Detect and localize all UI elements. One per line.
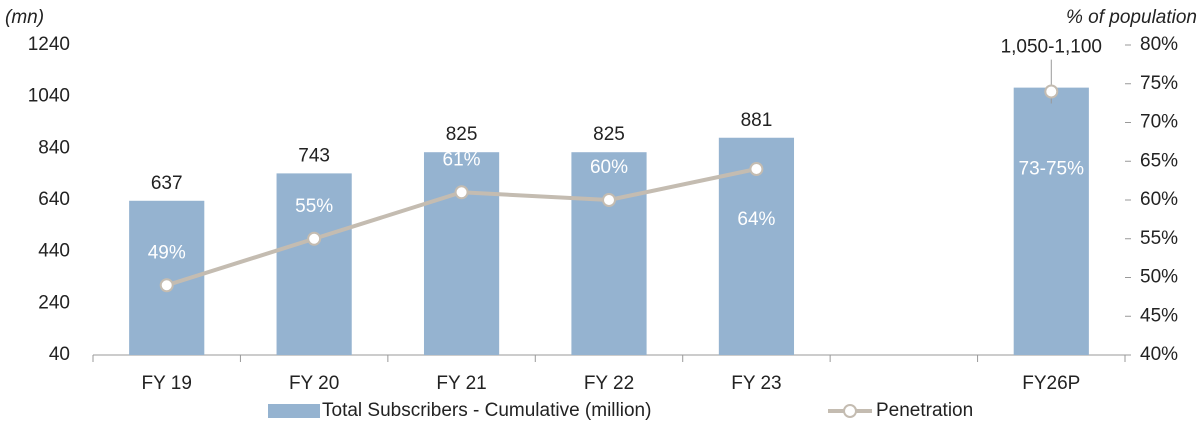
- y2-tick-label: 55%: [1140, 228, 1178, 249]
- bar-value-label: 825: [593, 124, 625, 145]
- y2-tick-label: 40%: [1140, 344, 1178, 365]
- penetration-label: 60%: [590, 157, 628, 178]
- penetration-label: 73-75%: [1019, 159, 1085, 180]
- penetration-marker: [307, 231, 322, 246]
- y-tick-label: 640: [38, 189, 70, 210]
- bar: [276, 173, 352, 355]
- x-tick-label: FY26P: [1022, 373, 1080, 394]
- penetration-label: 55%: [295, 196, 333, 217]
- legend-marker: [843, 404, 857, 418]
- y2-tick-label: 50%: [1140, 267, 1178, 288]
- x-tick-label: FY 20: [289, 373, 339, 394]
- y2-tick-label: 75%: [1140, 73, 1178, 94]
- legend-label: Penetration: [876, 400, 973, 421]
- y2-tick-label: 70%: [1140, 112, 1178, 133]
- bar-value-label: 881: [741, 110, 773, 131]
- bar-value-label: 1,050-1,100: [1001, 37, 1102, 58]
- penetration-label: 61%: [443, 149, 481, 170]
- legend-label: Total Subscribers - Cumulative (million): [322, 400, 651, 421]
- y-axis-label: (mn): [5, 7, 44, 28]
- legend-swatch: [268, 404, 320, 418]
- bar: [571, 152, 647, 355]
- x-tick-label: FY 22: [584, 373, 634, 394]
- penetration-marker: [749, 162, 764, 176]
- bar: [1013, 87, 1089, 355]
- y-tick-label: 440: [38, 241, 70, 262]
- penetration-label: 64%: [737, 209, 775, 230]
- y-tick-label: 240: [38, 292, 70, 313]
- penetration-marker: [602, 193, 616, 207]
- bar: [423, 152, 500, 355]
- y2-axis-label: % of population: [1066, 7, 1197, 28]
- y2-tick-label: 45%: [1140, 305, 1178, 326]
- penetration-label: 49%: [148, 242, 186, 263]
- bar-value-label: 743: [298, 145, 330, 166]
- bar-value-label: 637: [151, 173, 183, 194]
- bar-value-label: 825: [446, 124, 478, 145]
- x-tick-label: FY 21: [436, 373, 486, 394]
- y-tick-label: 840: [38, 137, 70, 158]
- penetration-marker: [1044, 84, 1059, 99]
- x-tick-label: FY 23: [731, 373, 781, 394]
- y-tick-label: 1040: [28, 86, 70, 107]
- y-tick-label: 40: [49, 344, 70, 365]
- penetration-marker: [159, 278, 174, 293]
- x-tick-label: FY 19: [142, 373, 192, 394]
- penetration-marker: [454, 185, 469, 200]
- y-tick-label: 1240: [28, 34, 70, 55]
- y2-tick-label: 80%: [1140, 34, 1178, 55]
- y2-tick-label: 60%: [1140, 189, 1178, 210]
- y2-tick-label: 65%: [1140, 150, 1178, 171]
